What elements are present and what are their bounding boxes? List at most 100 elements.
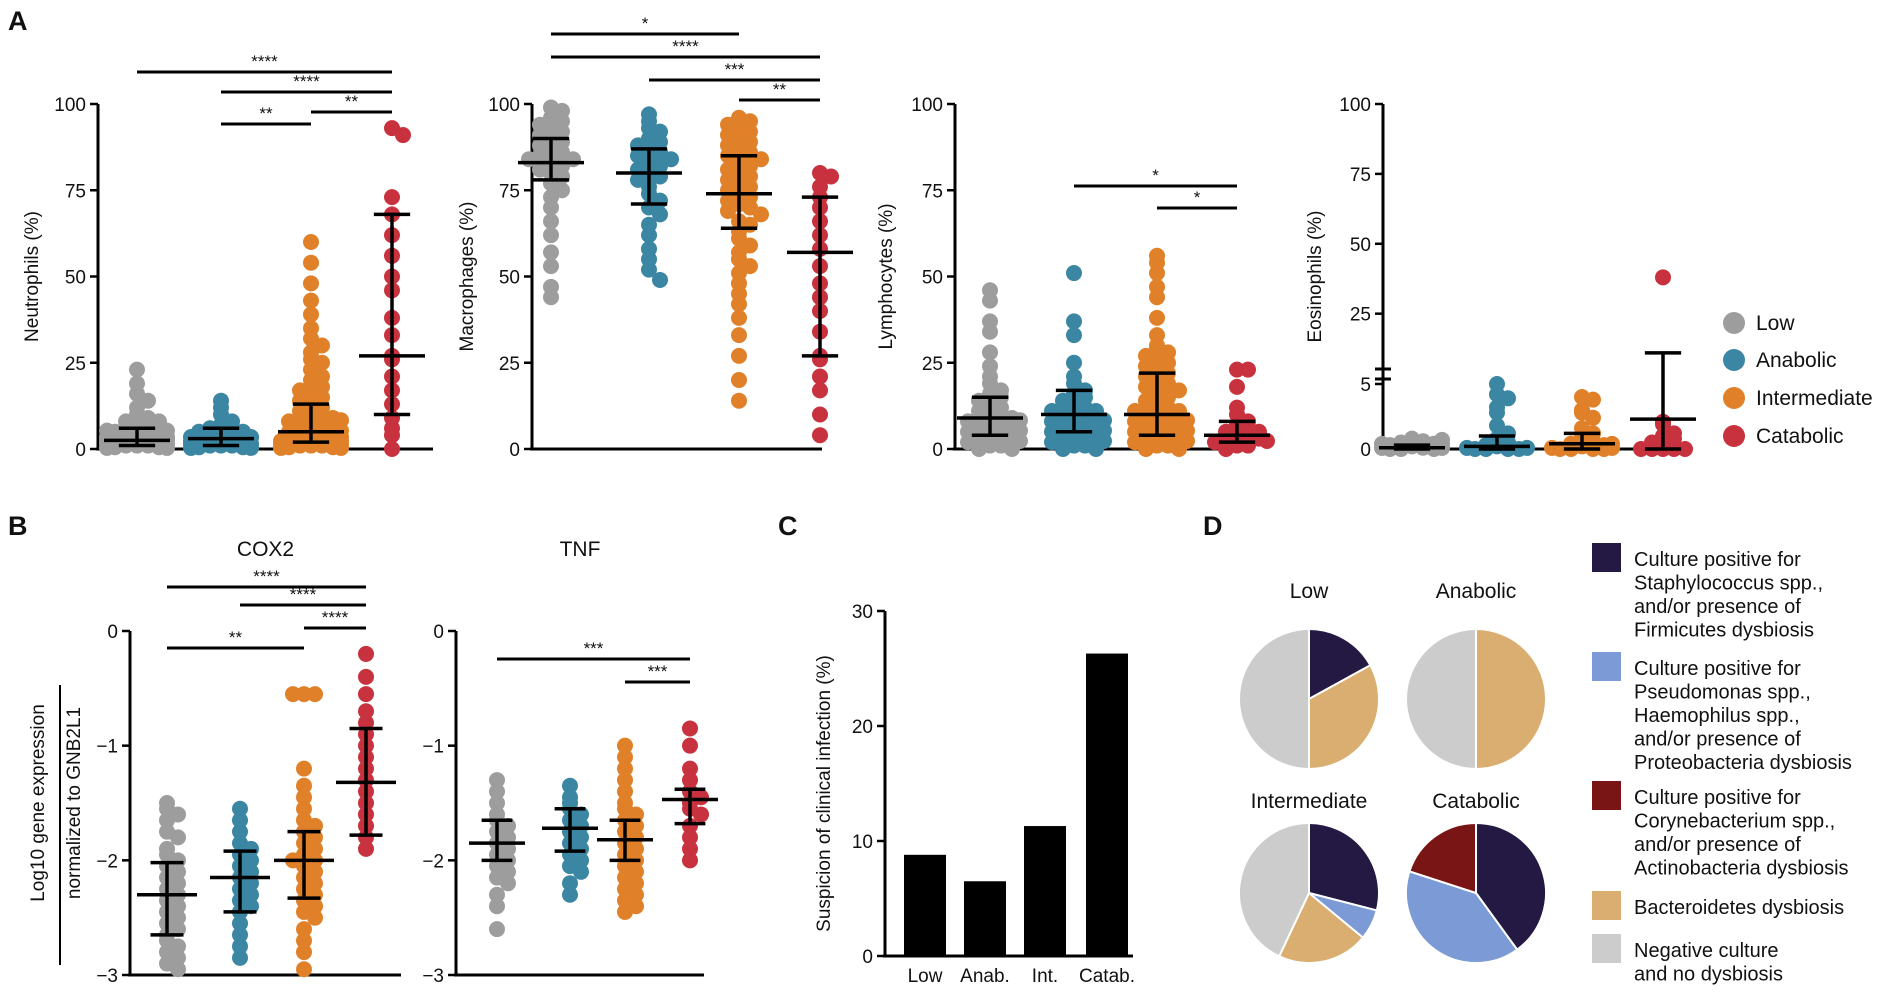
data-point-intermediate	[303, 254, 319, 271]
legend-label-actinobacteria: Actinobacteria dysbiosis	[1634, 858, 1849, 880]
significance-label: **	[259, 104, 273, 123]
legend-label-negative: Negative culture	[1634, 940, 1779, 962]
data-point-catabolic	[384, 427, 400, 444]
legend-marker-anabolic	[1723, 349, 1745, 371]
data-point-low	[489, 921, 505, 938]
significance-label: ****	[672, 37, 699, 56]
group-legend: Low Anabolic Intermediate Catabolic	[1723, 312, 1873, 448]
data-point-low	[982, 292, 998, 309]
lymphocytes-plot: 0 25 50 75 100 Lymphocytes (%) * *	[876, 95, 1275, 461]
data-point-anabolic	[232, 823, 248, 840]
data-point-catabolic	[812, 368, 828, 385]
data-point-low	[1004, 441, 1020, 457]
bar-1	[964, 881, 1006, 956]
data-point-catabolic	[823, 168, 839, 185]
y-tick-label: 75	[1350, 165, 1371, 186]
data-point-intermediate	[273, 435, 289, 452]
y-tick-label: 10	[852, 832, 873, 853]
legend-swatch-firmicutes	[1592, 543, 1621, 572]
y-tick-label: −1	[96, 737, 118, 758]
y-tick-label: 75	[499, 181, 520, 202]
pie-title-low: Low	[1290, 580, 1329, 603]
x-tick-label: Catab.	[1079, 966, 1135, 987]
x-tick-label: Low	[908, 966, 943, 987]
legend-label-low: Low	[1756, 312, 1795, 335]
data-point-anabolic	[562, 777, 578, 794]
data-point-catabolic	[1240, 361, 1256, 378]
data-point-low	[543, 227, 559, 244]
data-point-intermediate	[617, 737, 633, 754]
data-point-intermediate	[296, 777, 312, 794]
y-axis-label-line1: Log10 gene expression	[28, 704, 49, 902]
legend-swatch-bacteroidetes	[1592, 891, 1621, 920]
y-tick-label: 75	[922, 181, 943, 202]
pie-slice-bacteroidetes	[1475, 627, 1547, 771]
pie-slice-negative	[1238, 627, 1310, 771]
data-point-intermediate	[731, 372, 747, 388]
legend-marker-catabolic	[1723, 425, 1745, 447]
y-tick-label: 25	[922, 354, 943, 375]
data-point-low	[500, 875, 516, 892]
data-point-low	[971, 441, 987, 457]
legend-swatch-proteobacteria	[1592, 652, 1621, 681]
legend-label-intermediate: Intermediate	[1756, 387, 1873, 410]
data-point-low	[543, 289, 559, 306]
data-point-anabolic	[232, 949, 248, 966]
data-point-intermediate	[296, 800, 312, 817]
y-tick-label: 50	[499, 268, 520, 289]
data-point-intermediate	[753, 206, 769, 223]
significance-label: ****	[293, 72, 320, 91]
data-point-intermediate	[303, 306, 319, 323]
data-point-intermediate	[1585, 409, 1601, 426]
chart-title: COX2	[237, 538, 294, 561]
data-point-low	[489, 783, 505, 800]
pie-title-intermediate: Intermediate	[1251, 790, 1368, 813]
data-point-low	[543, 244, 559, 261]
infection-bar-chart: 0 10 20 30 Low Anab. Int. Catab. Suspicion of cl…	[814, 602, 1135, 987]
data-point-catabolic	[682, 772, 698, 789]
data-point-intermediate	[1138, 441, 1154, 457]
data-point-catabolic	[358, 645, 374, 662]
y-tick-label: 5	[1360, 375, 1371, 396]
data-point-intermediate	[731, 392, 747, 409]
data-point-low	[99, 435, 115, 452]
data-point-anabolic	[641, 261, 657, 278]
data-point-intermediate	[731, 347, 747, 364]
data-point-anabolic	[1066, 354, 1082, 371]
data-point-low	[543, 199, 559, 216]
data-point-low	[489, 795, 505, 811]
legend-label-proteobacteria: Proteobacteria dysbiosis	[1634, 752, 1852, 774]
eosinophils-plot: 0 5 25 50 75 100 Eosinophils (%)	[1305, 95, 1696, 461]
data-point-intermediate	[1149, 309, 1165, 326]
legend-label-catabolic: Catabolic	[1756, 425, 1844, 448]
pie-slice-firmicutes	[1308, 821, 1380, 912]
significance-label: ****	[322, 608, 349, 627]
data-point-low	[159, 812, 175, 829]
bar-3	[1086, 653, 1128, 956]
legend-label-proteobacteria: Culture positive for	[1634, 658, 1801, 680]
data-point-catabolic	[1633, 441, 1649, 457]
x-tick-label: Int.	[1032, 966, 1058, 987]
y-tick-label: 25	[499, 354, 520, 375]
tnf-plot: −3 −2 −1 0 TNF *** ***	[422, 538, 718, 987]
significance-label: ***	[584, 639, 604, 658]
legend-label-firmicutes: Culture positive for	[1634, 549, 1801, 571]
pie-slice-proteobacteria	[1405, 870, 1519, 964]
data-point-catabolic	[384, 189, 400, 206]
y-tick-label: 0	[433, 622, 444, 643]
data-point-low	[489, 898, 505, 915]
panel-letter-b: B	[8, 511, 28, 541]
significance-label: *	[1152, 166, 1159, 185]
y-tick-label: 0	[107, 622, 118, 643]
pie-slice-bacteroidetes	[1308, 663, 1380, 771]
y-tick-label: −3	[422, 966, 444, 987]
legend-label-negative: and no dysbiosis	[1634, 964, 1783, 986]
y-axis-label: Neutrophils (%)	[22, 211, 43, 342]
data-point-anabolic	[1066, 265, 1082, 282]
legend-label-actinobacteria: Culture positive for	[1634, 787, 1801, 809]
legend-swatch-negative	[1592, 934, 1621, 963]
data-point-catabolic	[682, 737, 698, 754]
